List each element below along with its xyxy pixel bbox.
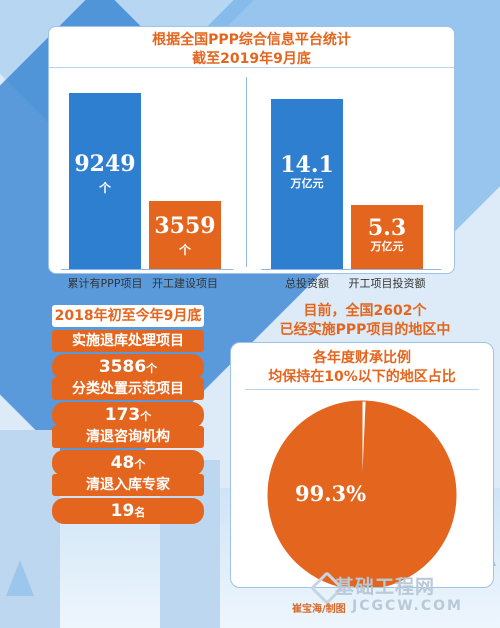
watermark-source: 崔宝海/制图 [292,604,346,615]
right-header-line2: 已经实施PPP项目的地区中 [279,322,451,338]
bar-value: 3559 [154,213,216,239]
bar-unit: 万亿元 [370,240,404,253]
category-label: 开工建设项目 [152,277,218,290]
chart-title: 根据全国PPP综合信息平台统计 [152,32,351,48]
watermark-name: 基础工程网 [335,576,436,598]
bar-unit: 万亿元 [290,177,324,190]
chart-subtitle: 截至2019年9月底 [192,51,311,67]
top-panel: 根据全国PPP综合信息平台统计 截至2019年9月底 9249 个累计有PPP项目… [48,26,455,290]
section-divider [246,77,247,267]
pie-panel: 各年度财承比例 均保持在10%以下的地区占比 99.3% [230,342,494,588]
bar-2: 3559 个 [149,201,221,269]
item-value: 48个 [52,450,204,476]
bar-value: 9249 [74,151,136,177]
item-number: 3586 [98,357,147,377]
bar-value: 5.3 [367,215,407,241]
item-label: 实施退库处理项目 [52,330,204,352]
bar-2: 5.3 万亿元 [351,205,423,269]
bar-value-label: 3559 个 [149,213,221,258]
item-number: 48 [110,453,135,473]
item-label: 分类处置示范项目 [52,378,204,400]
item-value: 19名 [52,498,204,524]
category-label: 累计有PPP项目 [67,277,143,290]
bar-1: 9249 个 [69,93,141,269]
item-unit: 名 [134,506,146,519]
title-divider [49,67,454,68]
baseline-left [61,269,233,270]
pie-chart [267,400,457,587]
pie-slice-2 [361,400,367,496]
pie-slice-1 [267,400,457,587]
bar-value-label: 5.3 万亿元 [351,217,423,252]
pie-title-line2: 均保持在10%以下的地区占比 [268,369,456,385]
item-unit: 个 [146,362,158,375]
item-label: 清退咨询机构 [52,426,204,448]
category-label: 开工项目投资额 [348,277,426,290]
item-value: 3586个 [52,354,204,380]
bar-unit: 个 [178,243,191,257]
bar-value: 14.1 [280,152,334,178]
item-value: 173个 [52,402,204,428]
bar-value-label: 14.1 万亿元 [271,154,343,189]
item-number: 173 [104,405,141,425]
category-label: 总投资额 [285,277,329,290]
pie-divider [245,389,479,390]
bar-value-label: 9249 个 [69,151,141,196]
left-panel-header: 2018年初至今年9月底 [52,305,204,327]
item-label: 清退入库专家 [52,474,204,496]
watermark-url: JCGCW.COM [352,598,463,614]
right-header-line1: 目前，全国2602个 [303,303,427,319]
right-panel-header: 目前，全国2602个 已经实施PPP项目的地区中 [230,302,500,340]
item-unit: 个 [134,458,146,471]
item-unit: 个 [140,410,152,423]
bar-unit: 个 [98,181,111,195]
pie-title: 各年度财承比例 均保持在10%以下的地区占比 [231,349,493,387]
item-number: 19 [110,501,135,521]
pie-title-line1: 各年度财承比例 [313,350,411,366]
bar-1: 14.1 万亿元 [271,99,343,269]
baseline-right [261,269,441,270]
pie-value-label: 99.3% [295,481,367,506]
